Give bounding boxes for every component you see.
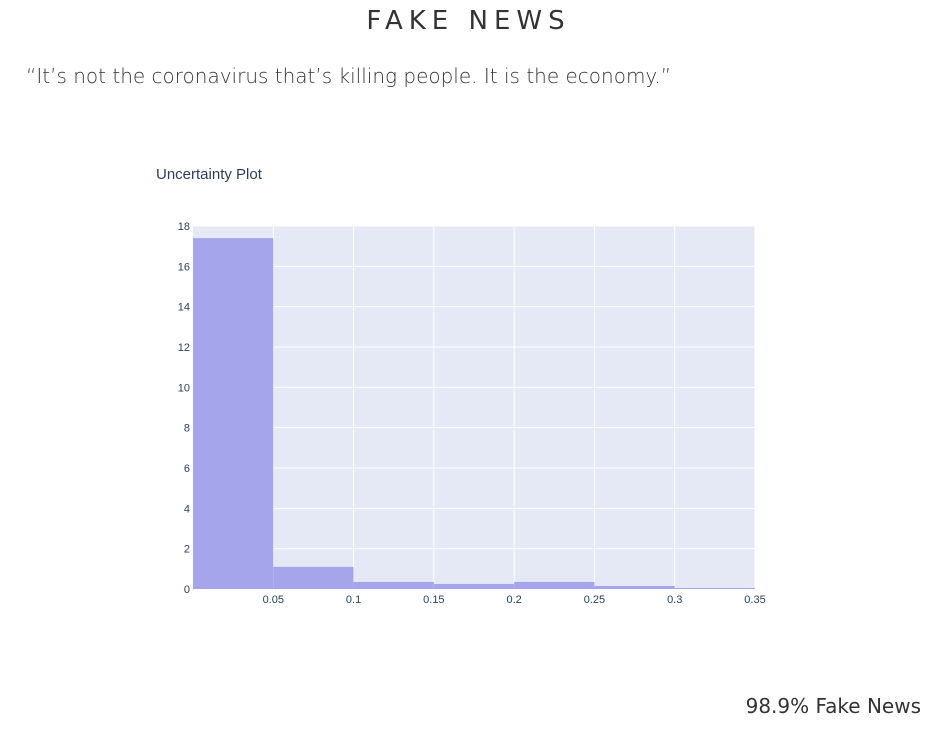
x-tick-label: 0.1	[346, 594, 361, 606]
y-tick-label: 10	[178, 382, 190, 394]
histogram-bar	[273, 566, 354, 589]
histogram-bar	[514, 581, 595, 589]
x-tick-label: 0.05	[263, 594, 284, 606]
y-tick-label: 2	[184, 544, 190, 556]
x-tick-label: 0.25	[584, 594, 605, 606]
x-tick-label: 0.15	[423, 594, 444, 606]
prediction-result: 98.9% Fake News	[745, 694, 921, 718]
x-tick-label: 0.2	[506, 594, 521, 606]
y-tick-label: 14	[178, 302, 190, 314]
y-tick-label: 4	[184, 503, 190, 515]
histogram-bar	[433, 583, 515, 589]
histogram-bar	[193, 238, 274, 589]
x-tick-label: 0.3	[667, 594, 682, 606]
x-tick-label: 0.35	[744, 594, 765, 606]
y-tick-label: 18	[178, 221, 190, 233]
page-title: FAKE NEWS	[366, 6, 571, 36]
uncertainty-chart: Uncertainty Plot 0 2 4 6 8 10 12 14 16 18 0.05 0.1 0…	[0, 150, 937, 630]
y-tick-label: 8	[184, 423, 190, 435]
chart-svg: 0 2 4 6 8 10 12 14 16 18 0.05 0.1 0.15 0.2 0.25 0.3 0.35	[178, 221, 766, 606]
histogram-bar	[353, 581, 434, 589]
y-tick-label: 12	[178, 342, 190, 354]
y-tick-label: 16	[178, 261, 190, 273]
y-tick-label: 6	[184, 463, 190, 475]
news-quote: “It’s not the coronavirus that’s killing…	[26, 64, 672, 88]
chart-title: Uncertainty Plot	[156, 166, 262, 183]
plot-background	[193, 226, 755, 589]
y-tick-label: 0	[184, 584, 190, 596]
histogram-bar	[594, 585, 675, 589]
histogram-bar	[674, 587, 755, 589]
